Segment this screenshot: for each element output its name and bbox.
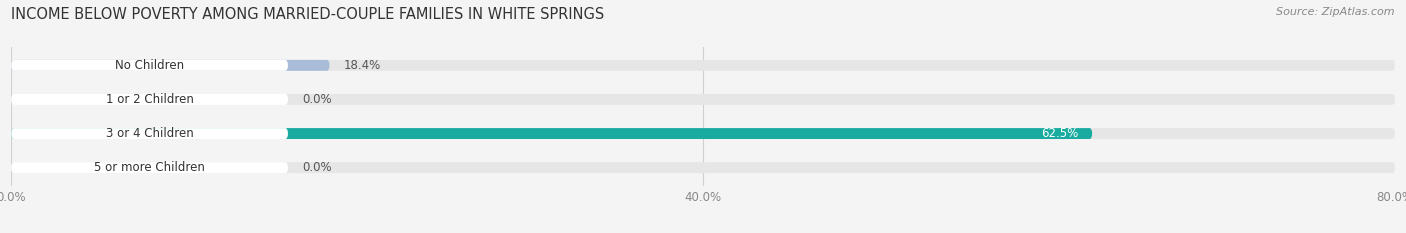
Text: 1 or 2 Children: 1 or 2 Children bbox=[105, 93, 194, 106]
Text: INCOME BELOW POVERTY AMONG MARRIED-COUPLE FAMILIES IN WHITE SPRINGS: INCOME BELOW POVERTY AMONG MARRIED-COUPL… bbox=[11, 7, 605, 22]
Text: 18.4%: 18.4% bbox=[343, 59, 381, 72]
FancyBboxPatch shape bbox=[11, 162, 288, 173]
Text: 3 or 4 Children: 3 or 4 Children bbox=[105, 127, 194, 140]
Text: 5 or more Children: 5 or more Children bbox=[94, 161, 205, 174]
FancyBboxPatch shape bbox=[11, 94, 288, 105]
Text: No Children: No Children bbox=[115, 59, 184, 72]
FancyBboxPatch shape bbox=[11, 60, 1395, 71]
FancyBboxPatch shape bbox=[11, 128, 1092, 139]
Text: 0.0%: 0.0% bbox=[302, 93, 332, 106]
FancyBboxPatch shape bbox=[11, 94, 1395, 105]
Text: Source: ZipAtlas.com: Source: ZipAtlas.com bbox=[1277, 7, 1395, 17]
Text: 0.0%: 0.0% bbox=[302, 161, 332, 174]
FancyBboxPatch shape bbox=[11, 60, 329, 71]
FancyBboxPatch shape bbox=[11, 60, 288, 71]
FancyBboxPatch shape bbox=[11, 128, 1395, 139]
FancyBboxPatch shape bbox=[11, 128, 288, 139]
FancyBboxPatch shape bbox=[11, 162, 1395, 173]
Text: 62.5%: 62.5% bbox=[1040, 127, 1078, 140]
